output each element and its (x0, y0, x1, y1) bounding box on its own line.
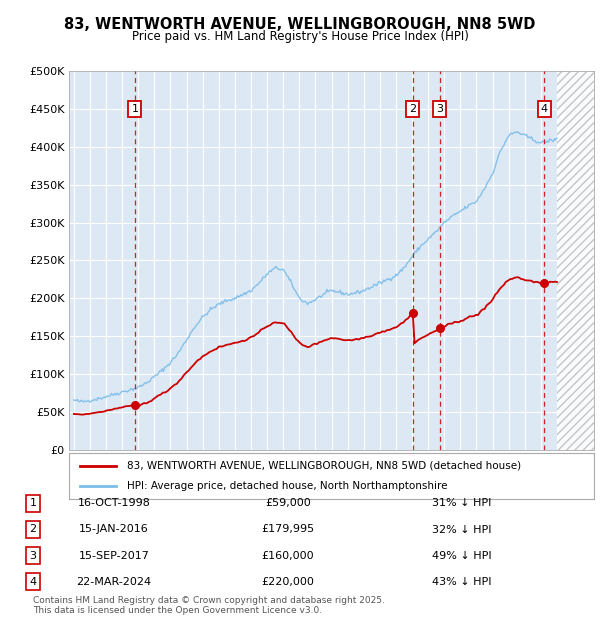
Text: 32% ↓ HPI: 32% ↓ HPI (432, 525, 491, 534)
Text: £59,000: £59,000 (265, 498, 311, 508)
Text: 1: 1 (131, 104, 139, 114)
Text: 4: 4 (541, 104, 548, 114)
Text: 43% ↓ HPI: 43% ↓ HPI (432, 577, 491, 587)
Text: 31% ↓ HPI: 31% ↓ HPI (432, 498, 491, 508)
Text: Price paid vs. HM Land Registry's House Price Index (HPI): Price paid vs. HM Land Registry's House … (131, 30, 469, 43)
Text: 15-SEP-2017: 15-SEP-2017 (79, 551, 149, 560)
Text: HPI: Average price, detached house, North Northamptonshire: HPI: Average price, detached house, Nort… (127, 481, 447, 491)
Text: 49% ↓ HPI: 49% ↓ HPI (432, 551, 491, 560)
Text: £220,000: £220,000 (262, 577, 314, 587)
Text: 16-OCT-1998: 16-OCT-1998 (77, 498, 151, 508)
Text: 2: 2 (409, 104, 416, 114)
Text: 4: 4 (29, 577, 37, 587)
Text: 3: 3 (29, 551, 37, 560)
Bar (557, 71, 594, 450)
Text: 1: 1 (29, 498, 37, 508)
Text: 15-JAN-2016: 15-JAN-2016 (79, 525, 149, 534)
Text: £160,000: £160,000 (262, 551, 314, 560)
Text: Contains HM Land Registry data © Crown copyright and database right 2025.
This d: Contains HM Land Registry data © Crown c… (33, 596, 385, 615)
Text: 3: 3 (436, 104, 443, 114)
Text: £179,995: £179,995 (262, 525, 314, 534)
Text: 83, WENTWORTH AVENUE, WELLINGBOROUGH, NN8 5WD (detached house): 83, WENTWORTH AVENUE, WELLINGBOROUGH, NN… (127, 461, 521, 471)
Text: 22-MAR-2024: 22-MAR-2024 (76, 577, 152, 587)
Text: 2: 2 (29, 525, 37, 534)
Text: 83, WENTWORTH AVENUE, WELLINGBOROUGH, NN8 5WD: 83, WENTWORTH AVENUE, WELLINGBOROUGH, NN… (64, 17, 536, 32)
